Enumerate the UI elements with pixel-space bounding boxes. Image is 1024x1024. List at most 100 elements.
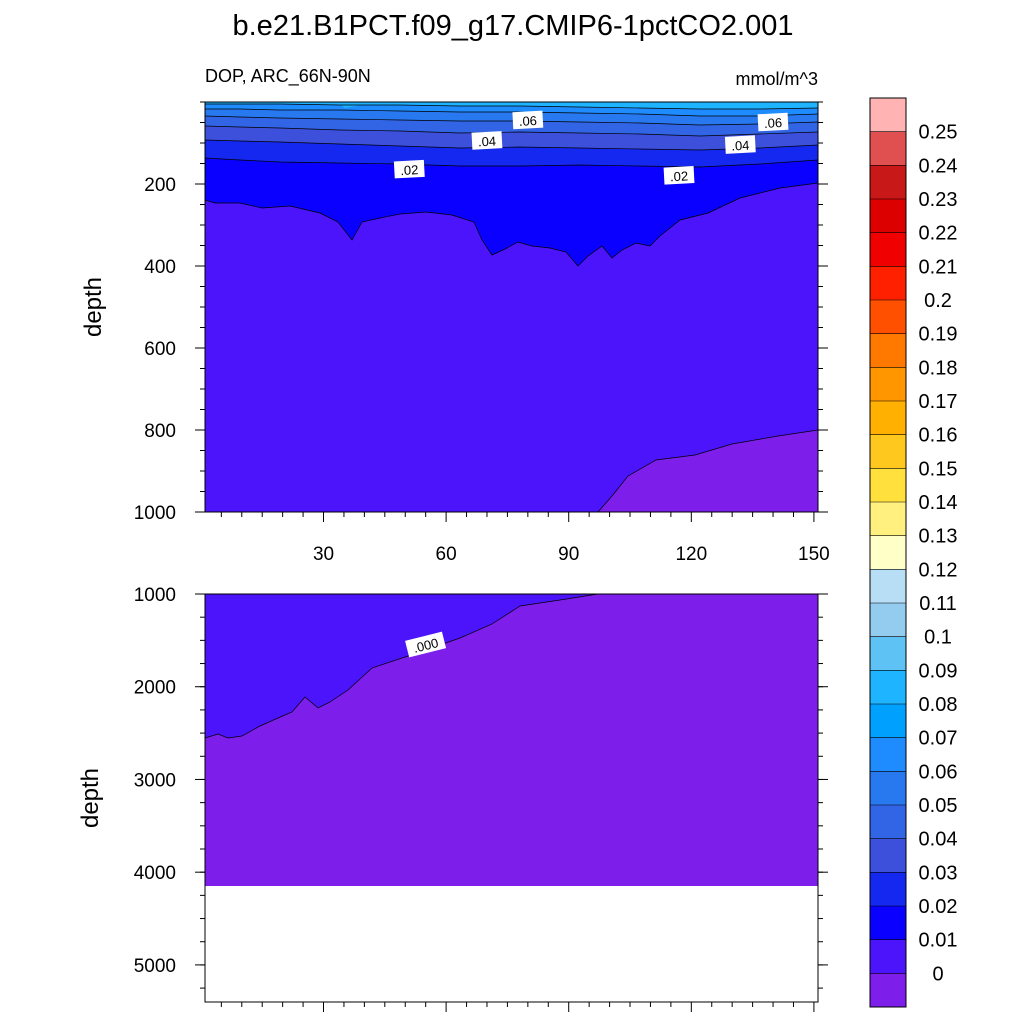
contour-line [204,157,819,168]
colorbar-swatch [870,300,906,334]
colorbar-swatch [870,98,906,132]
x-tick-label: 120 [675,544,707,565]
colorbar-swatch [870,737,906,772]
contour-label-text: .02 [400,162,419,178]
colorbar-label: 0.18 [919,357,958,379]
colorbar-label: 0.24 [919,155,958,177]
colorbar-swatch [870,838,906,873]
colorbar-label: 0.19 [919,324,958,346]
lower-axis-ticks: 1000 2000 3000 4000 5000 [134,585,828,1012]
y-tick-label: 3000 [134,770,176,791]
colorbar-label: 0.08 [919,694,958,716]
contour-label-text: .02 [670,168,689,184]
y-tick-label: 1000 [134,585,176,606]
contour-label: .06 [512,110,544,130]
colorbar-label: 0 [932,963,943,985]
colorbar-label: 0.04 [919,829,958,851]
colorbar-label: 0.17 [919,391,958,413]
colorbar-swatch [870,636,906,671]
colorbar-swatch [870,367,906,402]
contour-label-text: .04 [731,138,750,154]
colorbar-label: 0.1 [924,627,952,649]
colorbar: 0.25 0.24 0.23 0.22 0.21 0.2 0.19 0.18 0.17 0.16 0… [869,97,958,1008]
y-tick-label: 800 [144,421,176,442]
colorbar-label: 0.13 [919,526,958,548]
colorbar-label: 0.09 [919,660,958,682]
contour-label-box [663,166,695,185]
upper-panel-fills [205,102,818,512]
contour-line [597,429,819,513]
fill-level-0 [205,594,598,738]
lower-panel: .000 1000 2000 3000 4000 5000 depth [77,585,828,1012]
upper-panel: .06 .04 .02 .06 .04 .02 200 400 600 800 1000 30 60 9… [80,101,830,565]
colorbar-label: 0.22 [919,223,958,245]
colorbar-label: 0.21 [919,256,958,278]
colorbar-swatch [870,131,906,166]
lower-y-axis-label: depth [77,768,104,828]
contour-label-box [405,631,447,658]
colorbar-frame [869,97,907,1008]
lower-plot-frame [204,593,819,1003]
colorbar-label: 0.03 [919,862,958,884]
no-data-region [205,886,818,1002]
colorbar-label: 0.15 [919,458,958,480]
colorbar-swatch [870,401,906,435]
y-tick-label: 400 [144,257,176,278]
colorbar-swatch [870,973,906,1008]
colorbar-swatch [870,535,906,570]
colorbar-swatch [870,704,906,738]
contour-label-box [471,131,503,150]
colorbar-label: 0.12 [919,559,958,581]
chart-title: b.e21.B1PCT.f09_g17.CMIP6-1pctCO2.001 [233,10,794,42]
lower-contour-labels: .000 [405,631,447,658]
colorbar-label: 0.2 [924,290,952,312]
contour-line [205,108,819,117]
colorbar-swatch [870,569,906,604]
contour-label: .02 [393,159,425,179]
x-tick-label: 30 [313,544,334,565]
contour-label: .06 [757,112,789,132]
colorbar-swatch [870,872,906,907]
colorbar-swatch [870,670,906,705]
contour-line [204,593,599,739]
colorbar-label: 0.01 [919,930,958,952]
colorbar-label: 0.11 [919,593,956,615]
upper-contour-labels: .06 .04 .02 .06 .04 .02 [393,110,789,185]
contour-line [205,103,819,110]
colorbar-label: 0.16 [919,425,958,447]
contour-line [204,115,819,126]
contour-label-text: .000 [412,635,440,656]
colorbar-swatch [870,266,906,301]
y-tick-label: 600 [144,339,176,360]
colorbar-label: 0.07 [919,728,958,750]
contour-label-box [512,110,544,130]
y-tick-label: 2000 [134,678,176,699]
colorbar-swatch [870,906,906,940]
y-tick-label: 200 [144,175,176,196]
x-tick-label: 90 [558,544,579,565]
colorbar-label: 0.02 [919,896,958,918]
colorbar-swatch [870,434,906,469]
colorbar-swatch [870,603,906,637]
y-tick-label: 1000 [134,503,176,524]
colorbar-swatch [870,333,906,368]
colorbar-label: 0.06 [919,761,958,783]
contour-line [204,182,819,267]
contour-label: .04 [471,131,503,150]
x-tick-label: 150 [798,544,830,565]
contour-label: .02 [663,166,695,185]
colorbar-swatch [870,232,906,267]
colorbar-label: 0.25 [919,122,958,144]
contour-label-box [393,159,425,179]
upper-y-axis-label: depth [80,277,107,337]
colorbar-swatch [870,468,906,503]
x-tick-label: 60 [436,544,457,565]
contour-label: .000 [405,631,447,658]
colorbar-swatch [870,771,906,806]
colorbar-swatch [870,199,906,233]
colorbar-label: 0.14 [919,492,958,514]
contour-label: .04 [724,135,756,154]
lower-panel-fills [205,594,818,1002]
colorbar-label: 0.05 [919,795,958,817]
y-tick-label: 5000 [134,956,176,977]
